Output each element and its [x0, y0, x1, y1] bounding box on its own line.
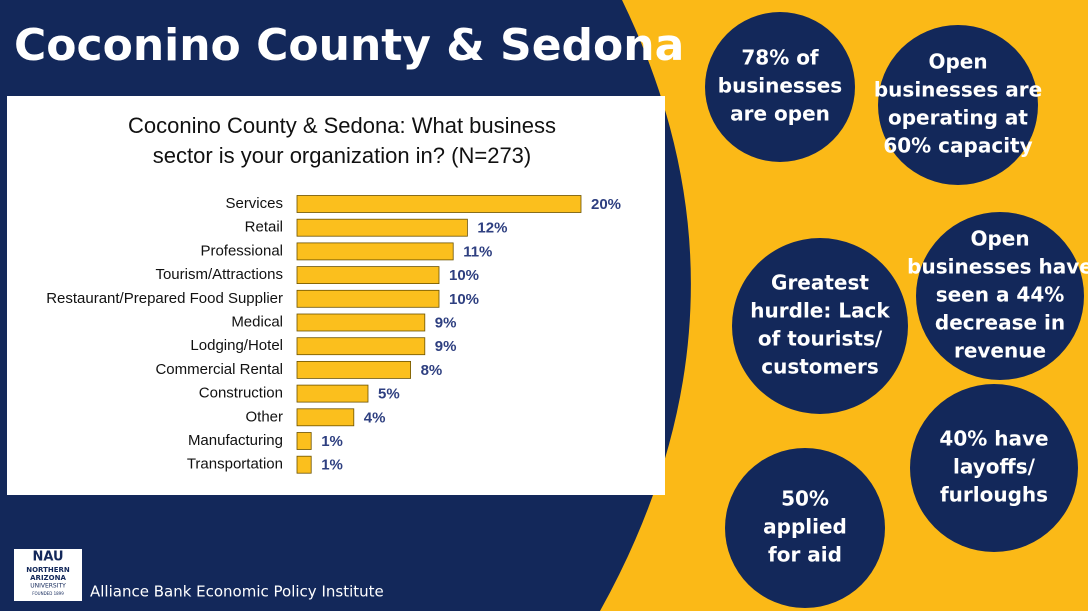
logo-text: NORTHERN: [26, 566, 70, 574]
value-label: 4%: [364, 409, 386, 426]
bar: [296, 242, 454, 261]
bar: [296, 313, 426, 332]
category-label: Manufacturing: [188, 432, 283, 449]
chart-title: Coconino County & Sedona: What business: [128, 113, 556, 138]
logo-text: ARIZONA: [30, 574, 66, 582]
stat-text: Greatest: [771, 271, 869, 295]
bar: [296, 455, 312, 474]
stat-text: for aid: [768, 543, 842, 567]
stat-text: hurdle: Lack: [750, 299, 890, 323]
value-label: 11%: [463, 243, 492, 260]
stat-text: businesses have: [907, 255, 1088, 279]
bar: [296, 384, 369, 403]
stat-text: businesses: [718, 74, 842, 98]
value-label: 9%: [435, 314, 457, 331]
stat-circle: [916, 212, 1084, 380]
stat-circle: [725, 448, 885, 608]
stat-text: customers: [761, 355, 878, 379]
stat-text: seen a 44%: [936, 283, 1065, 307]
stat-text: operating at: [888, 106, 1028, 130]
bar: [296, 337, 426, 356]
category-label: Tourism/Attractions: [155, 266, 283, 283]
value-label: 1%: [321, 433, 343, 450]
stat-circle: [910, 384, 1078, 552]
category-label: Commercial Rental: [155, 361, 283, 378]
bar: [296, 360, 411, 379]
chart-title: sector is your organization in? (N=273): [153, 143, 531, 168]
category-label: Lodging/Hotel: [190, 337, 283, 354]
logo-text: FOUNDED 1899: [32, 591, 64, 596]
value-label: 9%: [435, 338, 457, 355]
stat-text: Open: [928, 50, 987, 74]
stat-text: decrease in: [935, 311, 1065, 335]
bar: [296, 289, 440, 308]
value-label: 10%: [449, 267, 479, 284]
logo: [14, 549, 82, 601]
value-label: 20%: [591, 196, 621, 213]
category-label: Medical: [231, 313, 283, 330]
category-label: Restaurant/Prepared Food Supplier: [46, 290, 283, 307]
bar: [296, 432, 312, 450]
stat-text: 60% capacity: [883, 134, 1032, 158]
stat-text: applied: [763, 515, 847, 539]
stat-circle: [732, 238, 908, 414]
stat-text: revenue: [954, 339, 1046, 363]
logo-text: NAU: [32, 550, 63, 565]
footer: Alliance Bank Economic Policy Institute: [90, 583, 384, 601]
value-label: 8%: [421, 362, 443, 379]
category-label: Construction: [199, 385, 283, 402]
stat-text: layoffs/: [953, 455, 1036, 479]
stat-circle: [878, 25, 1038, 185]
stat-text: are open: [730, 102, 830, 126]
bar: [296, 218, 468, 237]
category-label: Professional: [200, 242, 283, 259]
stat-text: Open: [970, 227, 1029, 251]
bar: [296, 195, 582, 213]
category-label: Services: [225, 195, 283, 212]
value-label: 10%: [449, 291, 479, 308]
logo-text: UNIVERSITY: [30, 583, 66, 590]
slide-title: Coconino County & Sedona: [14, 20, 684, 71]
value-label: 12%: [477, 220, 507, 237]
category-label: Retail: [245, 219, 283, 236]
stat-circle: [705, 12, 855, 162]
bar: [296, 408, 355, 427]
stat-text: businesses are: [874, 78, 1042, 102]
value-label: 5%: [378, 386, 400, 403]
category-label: Other: [245, 408, 283, 425]
category-label: Transportation: [187, 456, 283, 473]
stat-text: 50%: [781, 487, 829, 511]
stat-text: furloughs: [940, 483, 1048, 507]
stat-text: of tourists/: [758, 327, 883, 351]
stat-text: 40% have: [939, 427, 1048, 451]
stat-text: 78% of: [741, 46, 819, 70]
value-label: 1%: [321, 457, 343, 474]
bar: [296, 266, 440, 285]
